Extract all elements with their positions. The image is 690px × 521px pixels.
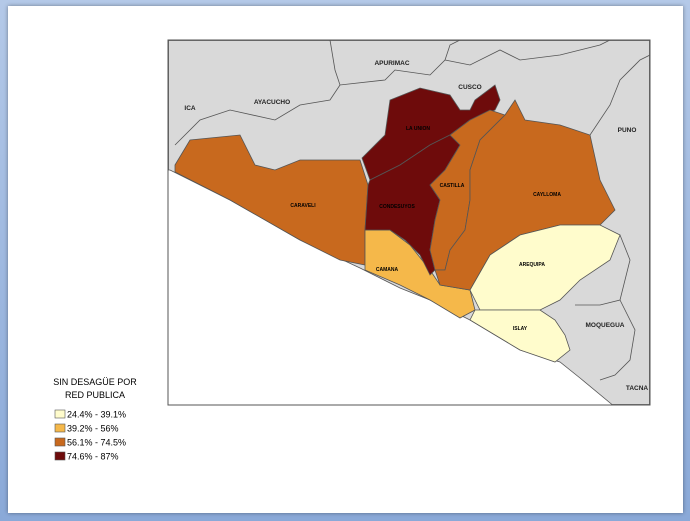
legend-label: 24.4% - 39.1% xyxy=(67,410,126,420)
neighbor-label: MOQUEGUA xyxy=(586,322,625,329)
neighbor-label: APURIMAC xyxy=(374,60,409,67)
region-label: LA UNION xyxy=(406,126,430,132)
region-label: ISLAY xyxy=(513,326,528,332)
legend-label: 39.2% - 56% xyxy=(67,424,119,434)
region xyxy=(469,309,571,363)
region xyxy=(174,134,369,266)
legend-swatch xyxy=(54,451,66,461)
legend: SIN DESAGÜE POR RED PUBLICA 24.4% - 39.1… xyxy=(53,377,137,462)
region xyxy=(364,229,476,319)
legend-swatch xyxy=(54,437,66,447)
neighbor-label: TACNA xyxy=(626,385,649,392)
neighbor-labels: APURIMAC CUSCO AYACUCHO ICA PUNO MOQUEGU… xyxy=(184,60,648,392)
region-label: AREQUIPA xyxy=(519,262,545,268)
legend-label: 74.6% - 87% xyxy=(67,452,119,462)
legend-swatch xyxy=(54,409,66,419)
region-labels: CARAVELI CAMANA LA UNION CONDESUYOS CAST… xyxy=(290,126,561,332)
region-label: CONDESUYOS xyxy=(379,204,415,210)
region-label: CAMANA xyxy=(376,267,399,273)
neighbor-borders xyxy=(174,39,651,381)
neighbor-label: ICA xyxy=(184,105,196,112)
neighbor-label: PUNO xyxy=(618,127,637,134)
neighbor-label: AYACUCHO xyxy=(254,99,290,106)
legend-swatch xyxy=(54,423,66,433)
legend-title: SIN DESAGÜE POR xyxy=(53,377,137,387)
legend-title: RED PUBLICA xyxy=(65,390,125,400)
region-label: CARAVELI xyxy=(290,203,316,209)
region xyxy=(469,224,621,311)
neighbor-label: CUSCO xyxy=(458,84,481,91)
regions xyxy=(174,84,621,363)
region-label: CASTILLA xyxy=(440,183,465,189)
legend-items: 24.4% - 39.1% 39.2% - 56% 56.1% - 74.5% 74.… xyxy=(54,409,126,462)
legend-label: 56.1% - 74.5% xyxy=(67,438,126,448)
region-label: CAYLLOMA xyxy=(533,192,561,198)
